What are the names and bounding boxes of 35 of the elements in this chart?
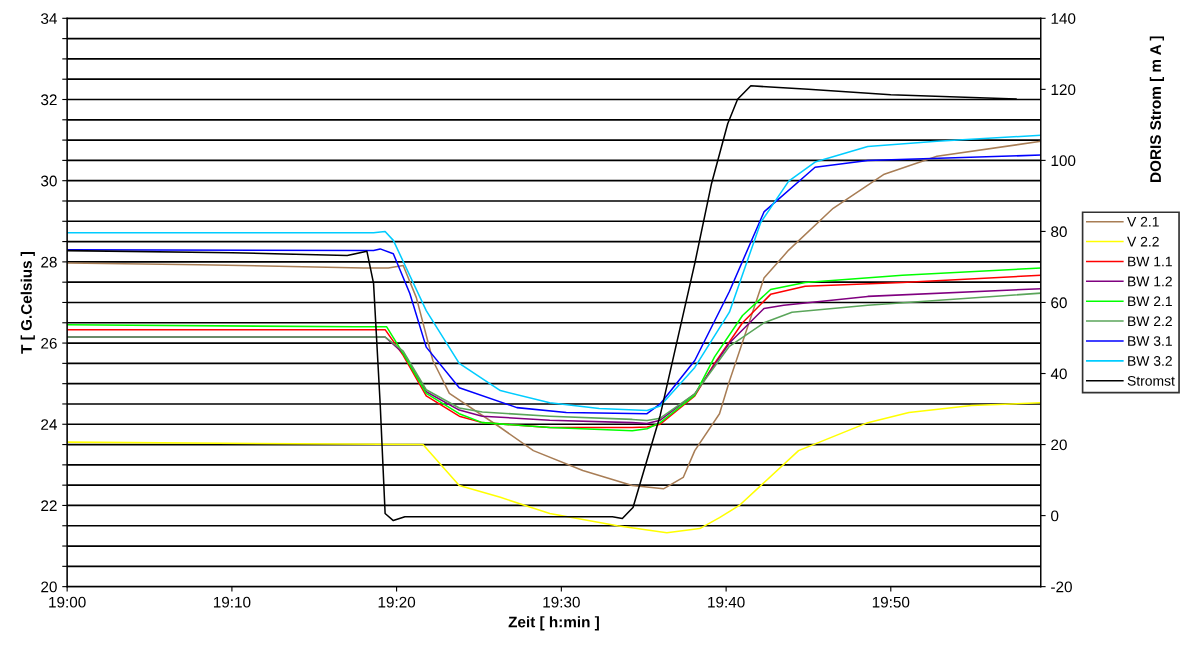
legend-label: Stromst: [1127, 375, 1175, 386]
y2-tick-label: 20: [1051, 439, 1067, 451]
y-tick-label: 26: [41, 337, 57, 349]
y-tick-label: 34: [41, 13, 57, 24]
y2-tick-label: 40: [1050, 368, 1067, 380]
x-tick-label: 19:00: [49, 596, 86, 608]
x-tick-label: 19:40: [708, 596, 745, 608]
legend-label: V 2.1: [1127, 216, 1159, 227]
legend-label: BW 2.1: [1128, 296, 1172, 307]
y-tick-label: 24: [41, 419, 57, 430]
legend-label: BW 1.2: [1128, 276, 1172, 287]
legend-label: BW 3.1: [1128, 336, 1172, 346]
y-tick-label: 32: [41, 94, 57, 106]
legend-label: V 2.2: [1127, 236, 1159, 247]
x-axis-title: Zeit [ h:min ]: [508, 616, 599, 631]
x-tick-label: 19:50: [872, 596, 910, 608]
y2-tick-label: 80: [1051, 226, 1067, 238]
legend-label: BW 3.2: [1128, 356, 1172, 366]
y2-tick-label: -20: [1051, 581, 1072, 593]
y2-axis-title: DORIS Strom [ m A ]: [1149, 36, 1165, 182]
x-tick-label: 19:10: [213, 596, 251, 608]
y2-tick-label: 0: [1051, 510, 1059, 522]
y2-tick-label: 140: [1051, 13, 1076, 24]
legend-label: BW 1.1: [1128, 256, 1172, 267]
y2-tick-label: 60: [1051, 297, 1067, 309]
y2-tick-label: 100: [1051, 155, 1076, 167]
y-tick-label: 28: [41, 256, 57, 268]
y-tick-label: 22: [41, 500, 57, 511]
y-tick-label: 30: [41, 175, 57, 187]
x-tick-label: 19:20: [378, 596, 416, 608]
x-tick-label: 19:30: [543, 596, 580, 608]
y-tick-label: 20: [41, 581, 57, 593]
y-axis-title: T [ G.Celsius ]: [20, 251, 35, 354]
legend-label: BW 2.2: [1128, 316, 1172, 326]
y2-tick-label: 120: [1051, 84, 1076, 96]
